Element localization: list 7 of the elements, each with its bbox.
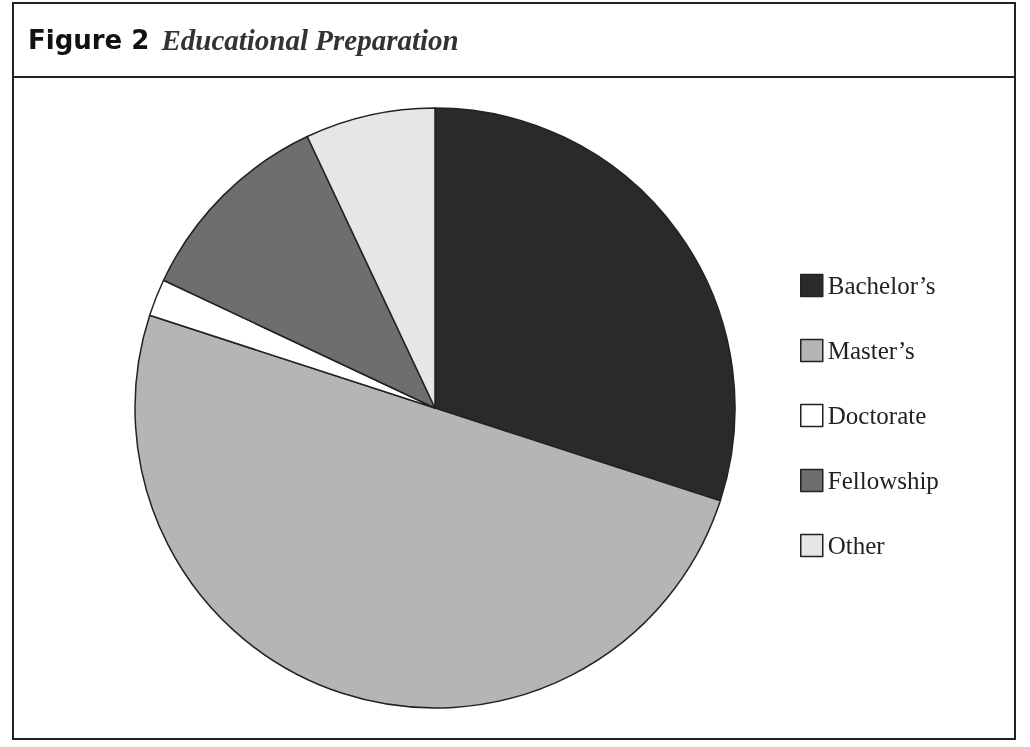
legend-label: Bachelor’s <box>827 272 936 299</box>
legend-label: Master’s <box>827 337 915 364</box>
legend-label: Fellowship <box>827 467 939 494</box>
legend-label: Other <box>827 532 886 559</box>
legend-label: Doctorate <box>827 402 927 429</box>
chart-subtitle: Educational Preparation <box>161 23 459 57</box>
chart-title: Figure 2 <box>28 25 150 55</box>
